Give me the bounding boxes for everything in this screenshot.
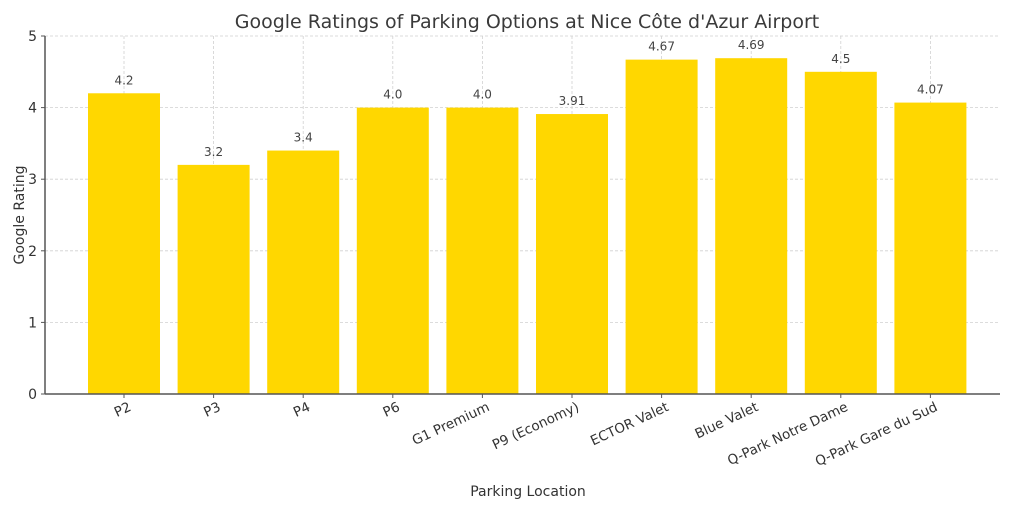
- x-tick-label: P2: [112, 399, 134, 421]
- bar-value-label: 4.5: [831, 52, 850, 66]
- bar-value-label: 4.0: [473, 88, 492, 102]
- y-axis-label: Google Rating: [12, 166, 28, 265]
- bars: [88, 58, 967, 395]
- value-labels: 4.2 3.2 3.4 4.0 4.0 3.91 4.67 4.69 4.5 4.07: [114, 38, 943, 159]
- bar: [446, 107, 519, 394]
- bar-value-label: 4.07: [917, 83, 944, 97]
- bar-value-label: 4.0: [383, 88, 402, 102]
- x-tick-label: P9 (Economy): [490, 399, 582, 453]
- bar-value-label: 4.67: [648, 40, 675, 54]
- x-axis-label: Parking Location: [470, 484, 586, 500]
- bar: [536, 114, 608, 394]
- x-tick-label: P3: [201, 399, 223, 421]
- bar-value-label: 3.91: [559, 94, 586, 108]
- bar: [804, 71, 877, 395]
- x-tick-label: P4: [291, 399, 313, 421]
- x-tick-label: G1 Premium: [410, 399, 492, 449]
- y-tick-label: 4: [28, 101, 37, 117]
- bar-value-label: 3.2: [204, 145, 223, 159]
- y-tick-label: 1: [28, 315, 37, 331]
- bar-value-label: 4.2: [114, 73, 133, 87]
- bar: [267, 150, 340, 394]
- bar-value-label: 3.4: [294, 131, 313, 145]
- bar-value-label: 4.69: [738, 38, 765, 52]
- y-tick-label: 5: [28, 29, 37, 45]
- bar: [88, 93, 160, 394]
- bar: [177, 164, 250, 394]
- y-tick-label: 0: [28, 387, 37, 403]
- y-axis-ticks: 0 1 2 3 4 5: [28, 29, 45, 403]
- bar: [356, 107, 429, 394]
- bar: [625, 59, 698, 395]
- y-tick-label: 2: [28, 244, 37, 260]
- x-tick-label: ECTOR Valet: [588, 399, 671, 449]
- x-tick-label: P6: [381, 399, 403, 421]
- chart-title: Google Ratings of Parking Options at Nic…: [235, 11, 819, 33]
- y-tick-label: 3: [28, 172, 37, 188]
- bar: [894, 102, 967, 394]
- bar: [715, 58, 788, 395]
- x-tick-label: Blue Valet: [693, 399, 761, 442]
